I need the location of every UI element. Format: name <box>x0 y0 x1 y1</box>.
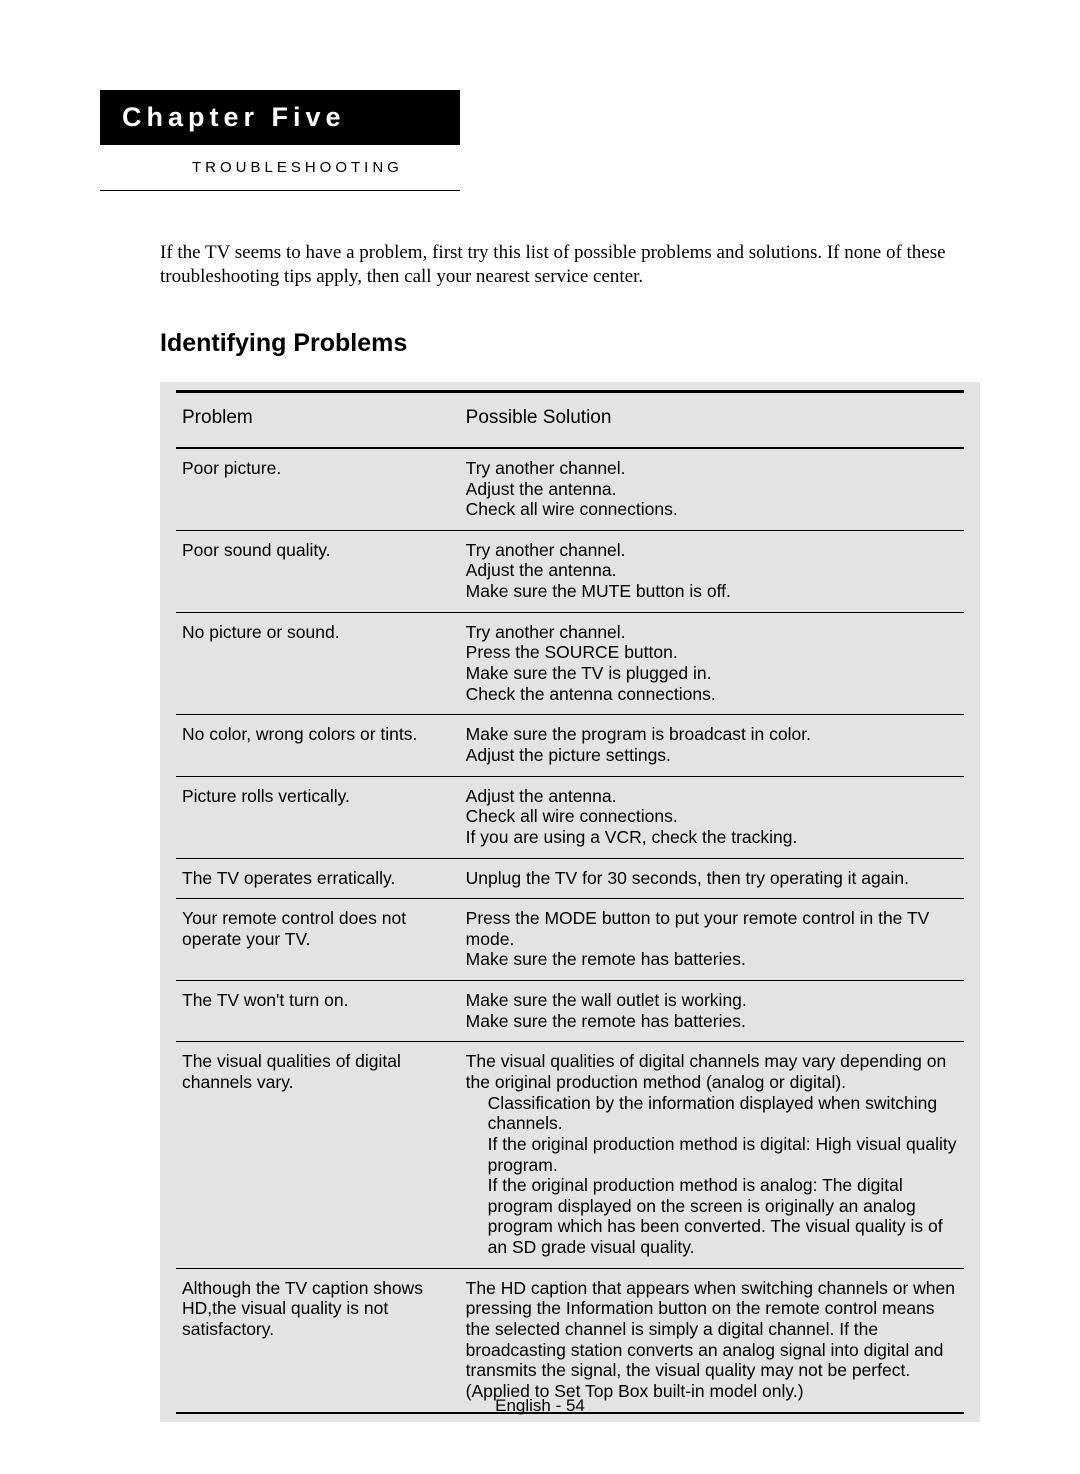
table-row: The visual qualities of digital channels… <box>176 1042 964 1268</box>
chapter-subtitle: TROUBLESHOOTING <box>100 145 460 190</box>
solution-line: The visual qualities of digital channels… <box>466 1051 958 1092</box>
solution-line: Try another channel. <box>466 622 958 643</box>
solution-line: Adjust the antenna. <box>466 560 958 581</box>
section-heading: Identifying Problems <box>160 329 980 358</box>
table-row: No color, wrong colors or tints. Make sur… <box>176 715 964 776</box>
solution-cell: The visual qualities of digital channels… <box>460 1042 964 1268</box>
problem-cell: Your remote control does not operate you… <box>176 899 460 981</box>
problem-cell: No picture or sound. <box>176 612 460 715</box>
solution-line: Make sure the MUTE button is off. <box>466 581 958 602</box>
solution-line: If the original production method is dig… <box>466 1134 958 1175</box>
problem-cell: Picture rolls vertically. <box>176 776 460 858</box>
solution-cell: Press the MODE button to put your remote… <box>460 899 964 981</box>
solution-line: Try another channel. <box>466 540 958 561</box>
chapter-header: Chapter Five TROUBLESHOOTING <box>100 90 460 191</box>
solution-cell: Adjust the antenna.Check all wire connec… <box>460 776 964 858</box>
solution-line: Try another channel. <box>466 458 958 479</box>
solution-line: Make sure the remote has batteries. <box>466 1011 958 1032</box>
col-header-problem: Problem <box>176 391 460 448</box>
solution-line: Make sure the wall outlet is working. <box>466 990 958 1011</box>
solution-cell: Make sure the wall outlet is working.Mak… <box>460 981 964 1042</box>
problem-cell: Although the TV caption shows HD,the vis… <box>176 1268 460 1412</box>
problem-cell: Poor picture. <box>176 448 460 530</box>
problem-cell: The visual qualities of digital channels… <box>176 1042 460 1268</box>
solution-line: Adjust the picture settings. <box>466 745 958 766</box>
solution-line: The HD caption that appears when switchi… <box>466 1278 958 1402</box>
page-container: Chapter Five TROUBLESHOOTING If the TV s… <box>0 0 1080 1422</box>
solution-line: Press the SOURCE button. <box>466 642 958 663</box>
table-header-row: Problem Possible Solution <box>176 391 964 448</box>
col-header-solution: Possible Solution <box>460 391 964 448</box>
table-row: The TV operates erratically. Unplug the T… <box>176 858 964 899</box>
table-row: Poor picture.Try another channel.Adjust … <box>176 448 964 530</box>
chapter-title: Chapter Five <box>100 90 460 145</box>
table-row: Although the TV caption shows HD,the vis… <box>176 1268 964 1412</box>
table-row: Poor sound quality.Try another channel.A… <box>176 530 964 612</box>
solution-line: Make sure the TV is plugged in. <box>466 663 958 684</box>
problem-cell: No color, wrong colors or tints. <box>176 715 460 776</box>
solution-cell: Try another channel.Press the SOURCE but… <box>460 612 964 715</box>
solution-line: Adjust the antenna. <box>466 479 958 500</box>
solution-cell: Try another channel.Adjust the antenna.C… <box>460 448 964 530</box>
problem-cell: The TV operates erratically. <box>176 858 460 899</box>
intro-text: If the TV seems to have a problem, first… <box>160 241 980 289</box>
solution-line: Make sure the program is broadcast in co… <box>466 724 958 745</box>
solution-line: Press the MODE button to put your remote… <box>466 908 958 949</box>
troubleshooting-table-wrap: Problem Possible Solution Poor picture.T… <box>160 382 980 1422</box>
solution-line: Unplug the TV for 30 seconds, then try o… <box>466 868 958 889</box>
page-footer: English - 54 <box>0 1396 1080 1416</box>
table-row: The TV won't turn on.Make sure the wall … <box>176 981 964 1042</box>
solution-line: Classification by the information displa… <box>466 1093 958 1134</box>
troubleshooting-table: Problem Possible Solution Poor picture.T… <box>176 390 964 1414</box>
solution-cell: Make sure the program is broadcast in co… <box>460 715 964 776</box>
table-row: Picture rolls vertically.Adjust the ante… <box>176 776 964 858</box>
problem-cell: The TV won't turn on. <box>176 981 460 1042</box>
solution-line: If the original production method is ana… <box>466 1175 958 1258</box>
table-row: Your remote control does not operate you… <box>176 899 964 981</box>
solution-cell: The HD caption that appears when switchi… <box>460 1268 964 1412</box>
solution-line: Adjust the antenna. <box>466 786 958 807</box>
table-row: No picture or sound.Try another channel.… <box>176 612 964 715</box>
solution-line: Make sure the remote has batteries. <box>466 949 958 970</box>
solution-cell: Try another channel.Adjust the antenna.M… <box>460 530 964 612</box>
solution-line: Check all wire connections. <box>466 499 958 520</box>
problem-cell: Poor sound quality. <box>176 530 460 612</box>
solution-line: Check the antenna connections. <box>466 684 958 705</box>
solution-line: Check all wire connections. <box>466 806 958 827</box>
solution-line: If you are using a VCR, check the tracki… <box>466 827 958 848</box>
solution-cell: Unplug the TV for 30 seconds, then try o… <box>460 858 964 899</box>
